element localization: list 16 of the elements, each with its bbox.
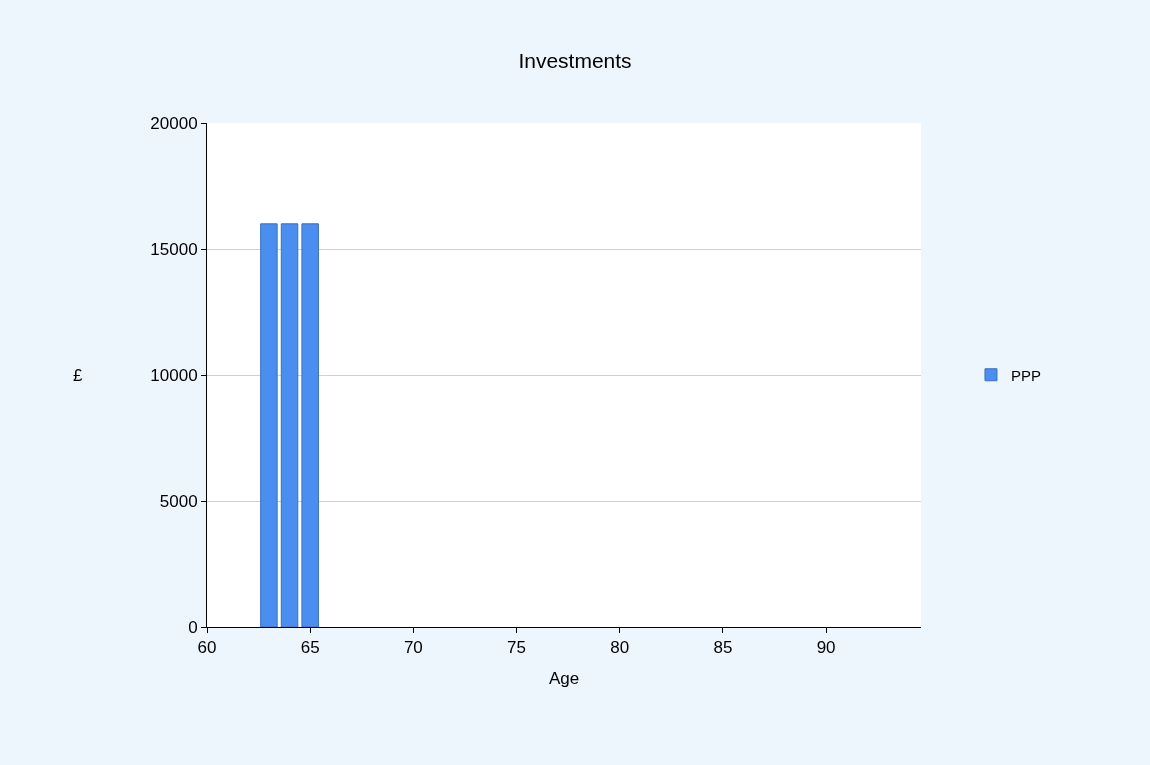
x-tick-label: 65 bbox=[300, 638, 320, 658]
y-axis-title: £ bbox=[73, 366, 83, 385]
x-axis-title: Age bbox=[548, 668, 580, 688]
y-tick-label: 15000 bbox=[150, 239, 198, 259]
y-tick-label: 10000 bbox=[150, 365, 198, 385]
x-tick-label: 90 bbox=[816, 638, 836, 658]
x-tick-label: 85 bbox=[713, 638, 733, 658]
y-tick-label: 20000 bbox=[150, 113, 198, 133]
chart-title: Investments bbox=[518, 49, 632, 73]
x-tick-label: 75 bbox=[507, 638, 526, 658]
x-tick-label: 60 bbox=[197, 638, 217, 658]
legend-label: PPP bbox=[1010, 366, 1041, 384]
y-tick-label: 5000 bbox=[159, 491, 198, 511]
x-tick-label: 80 bbox=[610, 638, 630, 658]
x-tick-label: 70 bbox=[403, 638, 423, 658]
y-tick-label: 0 bbox=[188, 617, 198, 637]
